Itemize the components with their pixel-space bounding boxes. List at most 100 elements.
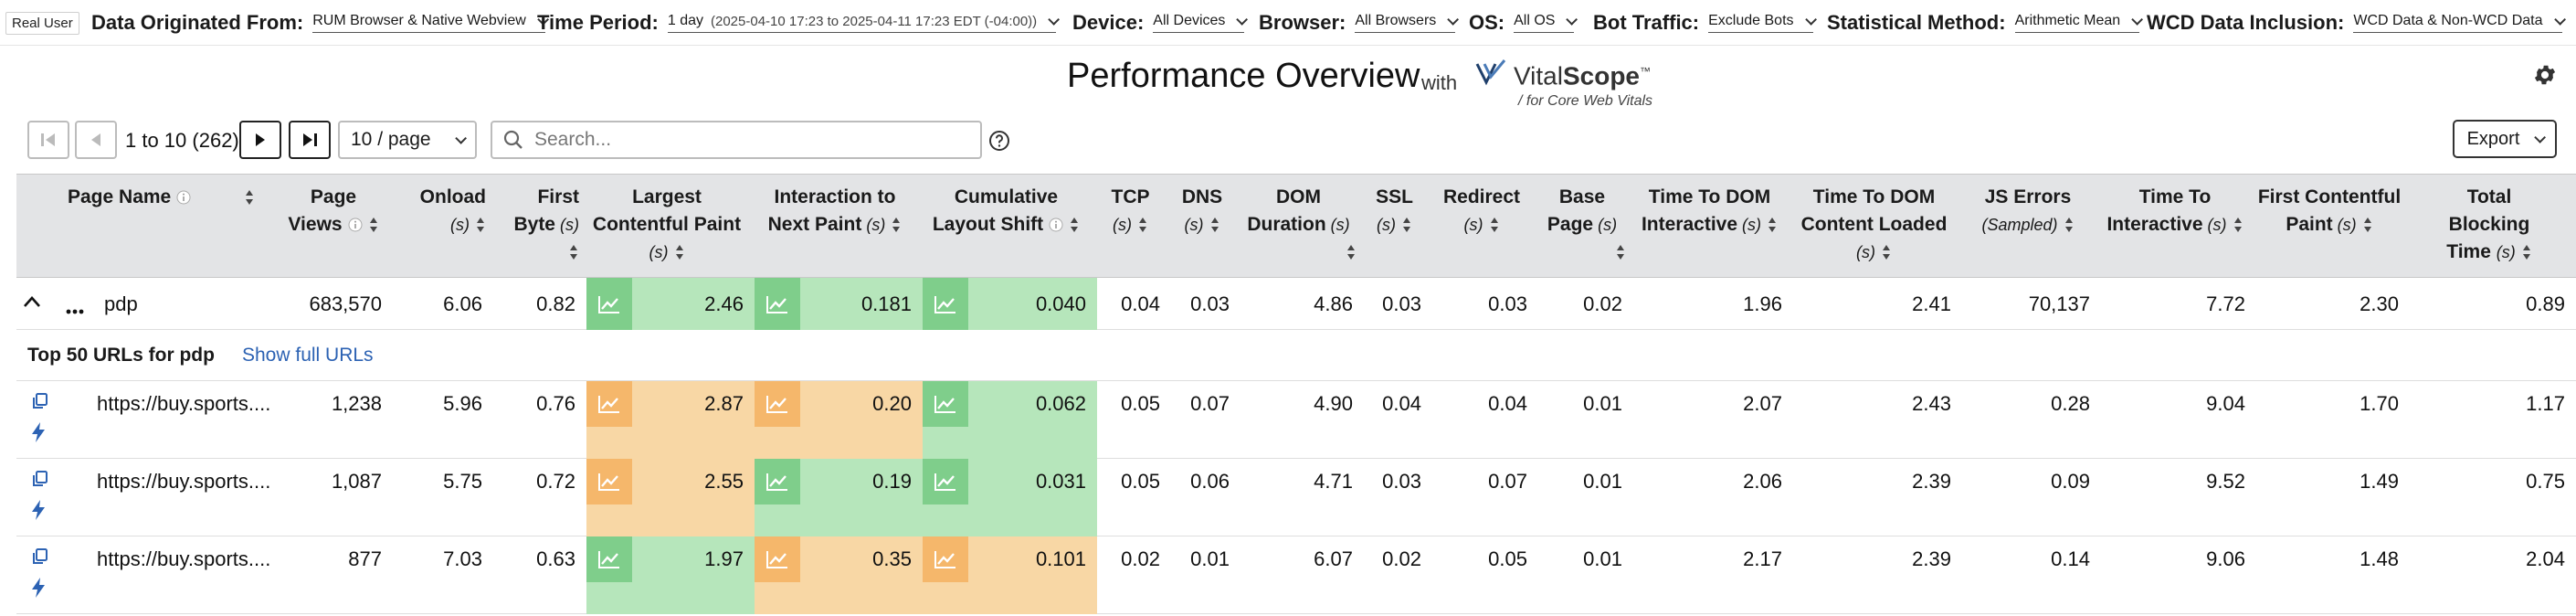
column-header-tdcl[interactable]: Time To DOM Content Loaded (s): [1793, 175, 1962, 279]
top-urls-label: Top 50 URLs for pdp: [27, 345, 215, 366]
next-page-button[interactable]: [239, 121, 281, 159]
column-header-tdi[interactable]: Time To DOM Interactive (s): [1633, 175, 1793, 279]
url-row[interactable]: [16, 459, 2576, 536]
column-header-dns[interactable]: DNS (s): [1171, 175, 1240, 279]
origin-select[interactable]: RUM Browser & Native Webview: [312, 13, 549, 33]
sort-icon[interactable]: [1209, 216, 1220, 234]
url-row[interactable]: [16, 536, 2576, 614]
sort-icon[interactable]: [2064, 216, 2075, 234]
trend-button[interactable]: [755, 536, 800, 582]
column-header-views[interactable]: Page Views: [281, 175, 393, 279]
sort-icon[interactable]: [2521, 243, 2532, 261]
search-box[interactable]: [491, 121, 982, 159]
sort-icon[interactable]: [2233, 216, 2243, 234]
wcd-filter[interactable]: WCD Data Inclusion: WCD Data & Non-WCD D…: [2147, 0, 2566, 46]
stat-filter[interactable]: Statistical Method: Arithmetic Mean: [1827, 0, 2144, 46]
origin-filter[interactable]: Data Originated From: RUM Browser & Nati…: [91, 0, 549, 46]
column-header-fcp[interactable]: First Contentful Paint (s): [2256, 175, 2410, 279]
collapse-chevron-icon[interactable]: [22, 294, 42, 313]
column-header-cls[interactable]: Cumulative Layout Shift: [923, 175, 1097, 279]
column-header-inp[interactable]: Interaction to Next Paint (s): [755, 175, 923, 279]
device-select[interactable]: All Devices: [1153, 13, 1249, 33]
group-row-pdp[interactable]: [16, 278, 2576, 330]
lightning-icon[interactable]: [29, 421, 48, 448]
sort-icon[interactable]: [674, 243, 685, 261]
device-filter[interactable]: Device: All Devices: [1072, 0, 1249, 46]
trend-button[interactable]: [755, 381, 800, 427]
wcd-select[interactable]: WCD Data & Non-WCD Data: [2353, 13, 2566, 33]
export-button[interactable]: Export: [2453, 120, 2557, 158]
info-icon[interactable]: [348, 218, 363, 232]
sort-icon[interactable]: [891, 216, 902, 234]
sort-icon[interactable]: [1489, 216, 1500, 234]
info-icon[interactable]: [1049, 218, 1063, 232]
browser-select[interactable]: All Browsers: [1355, 13, 1460, 33]
period-select[interactable]: 1 day (2025-04-10 17:23 to 2025-04-11 17:…: [667, 13, 1061, 33]
real-user-chip[interactable]: Real User: [5, 11, 79, 35]
column-header-onload[interactable]: Onload (s): [393, 175, 493, 279]
column-header-lcp[interactable]: Largest Contentful Paint (s): [586, 175, 755, 279]
trend-button[interactable]: [923, 459, 968, 504]
trend-button[interactable]: [755, 459, 800, 504]
trend-button[interactable]: [586, 459, 632, 504]
copy-icon[interactable]: [31, 547, 49, 570]
info-icon[interactable]: [176, 190, 191, 205]
bot-filter[interactable]: Bot Traffic: Exclude Bots: [1593, 0, 1817, 46]
url-link[interactable]: https://buy.sports....: [97, 470, 271, 493]
lightning-icon[interactable]: [29, 499, 48, 526]
url-row[interactable]: [16, 381, 2576, 459]
column-header-page[interactable]: Page Name: [16, 175, 281, 279]
help-icon[interactable]: [988, 130, 1010, 152]
sort-icon[interactable]: [1401, 216, 1412, 234]
sort-icon[interactable]: [568, 243, 579, 261]
trend-button[interactable]: [923, 278, 968, 330]
column-header-js[interactable]: JS Errors (Sampled): [1962, 175, 2101, 279]
sort-icon[interactable]: [475, 216, 486, 234]
cell-fb: 0.63: [536, 547, 575, 570]
per-page-select[interactable]: 10 / page: [338, 121, 477, 159]
sort-icon[interactable]: [244, 188, 255, 207]
prev-page-button[interactable]: [75, 121, 117, 159]
copy-icon[interactable]: [31, 470, 49, 493]
url-link[interactable]: https://buy.sports....: [97, 547, 271, 570]
more-options-icon[interactable]: [66, 303, 84, 319]
last-page-button[interactable]: [289, 121, 331, 159]
sort-icon[interactable]: [1069, 216, 1080, 234]
first-page-button[interactable]: [27, 121, 69, 159]
column-header-fb[interactable]: First Byte (s): [493, 175, 586, 279]
search-input[interactable]: [534, 129, 964, 151]
column-header-ssl[interactable]: SSL (s): [1364, 175, 1432, 279]
os-select[interactable]: All OS: [1514, 13, 1578, 33]
sort-icon[interactable]: [368, 216, 379, 234]
column-header-unit: (s): [1184, 216, 1204, 234]
browser-filter[interactable]: Browser: All Browsers: [1259, 0, 1460, 46]
lightning-icon[interactable]: [29, 577, 48, 603]
cell-lcp: 2.87: [704, 392, 744, 415]
sort-icon[interactable]: [1881, 243, 1892, 261]
sort-icon[interactable]: [1615, 243, 1626, 261]
trend-button[interactable]: [755, 278, 800, 330]
column-header-base[interactable]: Base Page (s): [1538, 175, 1633, 279]
column-header-tcp[interactable]: TCP (s): [1097, 175, 1171, 279]
os-filter[interactable]: OS: All OS: [1469, 0, 1578, 46]
trend-button[interactable]: [586, 381, 632, 427]
gear-icon[interactable]: [2532, 62, 2558, 88]
copy-icon[interactable]: [31, 392, 49, 415]
sort-icon[interactable]: [1137, 216, 1148, 234]
stat-select[interactable]: Arithmetic Mean: [2014, 13, 2144, 33]
bot-select[interactable]: Exclude Bots: [1708, 13, 1817, 33]
column-header-dom[interactable]: DOM Duration (s): [1240, 175, 1364, 279]
column-header-tti[interactable]: Time To Interactive (s): [2101, 175, 2256, 279]
period-filter[interactable]: Time Period: 1 day (2025-04-10 17:23 to 2…: [537, 0, 1061, 46]
trend-button[interactable]: [586, 536, 632, 582]
url-link[interactable]: https://buy.sports....: [97, 392, 271, 415]
trend-button[interactable]: [586, 278, 632, 330]
trend-button[interactable]: [923, 536, 968, 582]
sort-icon[interactable]: [2362, 216, 2373, 234]
trend-button[interactable]: [923, 381, 968, 427]
column-header-tbt[interactable]: Total Blocking Time (s): [2410, 175, 2576, 279]
sort-icon[interactable]: [1346, 243, 1357, 261]
column-header-redir[interactable]: Redirect (s): [1432, 175, 1538, 279]
sort-icon[interactable]: [1767, 216, 1778, 234]
show-full-urls-link[interactable]: Show full URLs: [242, 345, 374, 366]
